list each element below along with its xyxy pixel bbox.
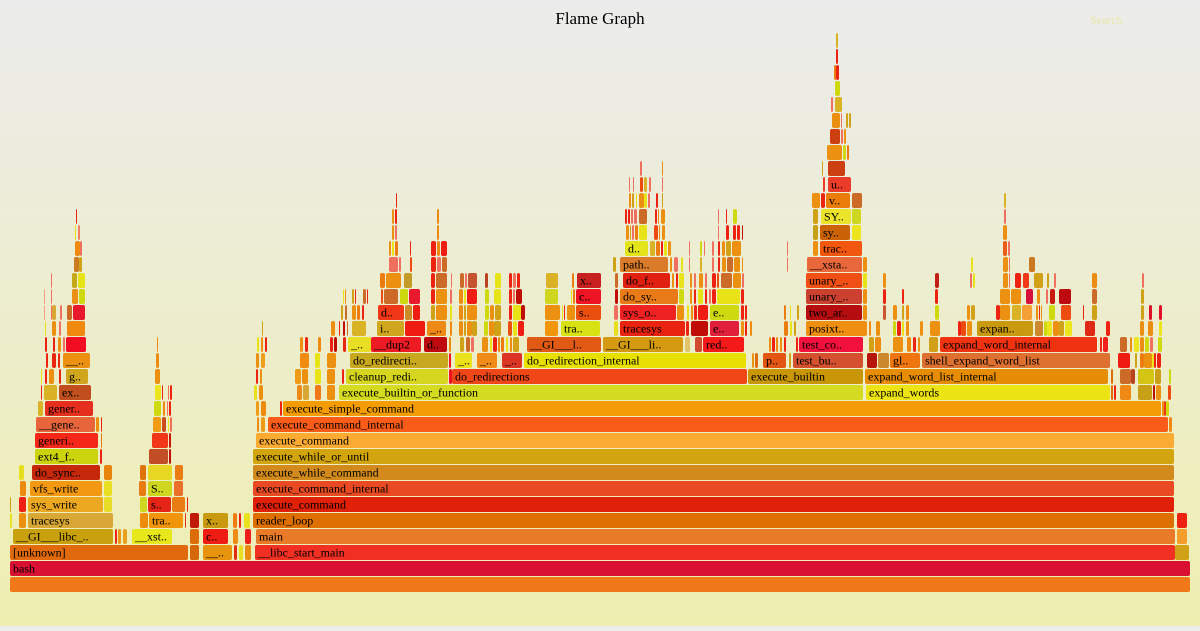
svg-text:_..: _.. — [457, 354, 470, 368]
svg-text:gl..: gl.. — [893, 354, 908, 368]
svg-text:_..: _.. — [504, 354, 517, 368]
svg-text:g..: g.. — [69, 370, 81, 384]
svg-text:execute_command: execute_command — [256, 498, 346, 512]
svg-text:d..: d.. — [381, 306, 393, 320]
svg-text:vfs_write: vfs_write — [33, 482, 78, 496]
svg-text:execute_while_command: execute_while_command — [256, 466, 379, 480]
svg-text:do_f..: do_f.. — [626, 274, 654, 288]
svg-text:x..: x.. — [580, 274, 592, 288]
svg-text:__xsta..: __xsta.. — [809, 258, 847, 272]
svg-text:trac..: trac.. — [823, 242, 847, 256]
svg-text:s..: s.. — [579, 306, 590, 320]
svg-text:__GI___li..: __GI___li.. — [605, 338, 661, 352]
svg-text:_..: _.. — [350, 338, 363, 352]
svg-text:cleanup_redi..: cleanup_redi.. — [349, 370, 417, 384]
svg-text:c..: c.. — [206, 530, 217, 544]
svg-text:execute_while_or_until: execute_while_or_until — [256, 450, 370, 464]
svg-text:tracesys: tracesys — [31, 514, 70, 528]
svg-text:S..: S.. — [151, 482, 164, 496]
svg-text:do_redirection_internal: do_redirection_internal — [527, 354, 640, 368]
svg-text:e..: e.. — [713, 306, 724, 320]
svg-text:tra..: tra.. — [564, 322, 583, 336]
svg-text:__..: __.. — [65, 354, 84, 368]
svg-text:__gene..: __gene.. — [38, 418, 80, 432]
svg-text:sy..: sy.. — [823, 226, 839, 240]
svg-text:red..: red.. — [706, 338, 727, 352]
svg-text:[unknown]: [unknown] — [13, 546, 66, 560]
svg-text:s..: s.. — [151, 498, 162, 512]
svg-text:e..: e.. — [713, 322, 724, 336]
svg-text:tra..: tra.. — [152, 514, 171, 528]
svg-text:ext4_f..: ext4_f.. — [38, 450, 75, 464]
svg-text:do_sy..: do_sy.. — [623, 290, 657, 304]
svg-text:execute_simple_command: execute_simple_command — [286, 402, 414, 416]
svg-text:test_bu..: test_bu.. — [796, 354, 837, 368]
svg-text:bash: bash — [13, 562, 35, 576]
svg-text:i..: i.. — [380, 322, 389, 336]
svg-text:execute_builtin_or_function: execute_builtin_or_function — [342, 386, 478, 400]
svg-text:execute_command: execute_command — [259, 434, 349, 448]
svg-text:do_redirections: do_redirections — [455, 370, 530, 384]
svg-text:x..: x.. — [206, 514, 218, 528]
svg-text:d..: d.. — [427, 338, 439, 352]
svg-text:unary_..: unary_.. — [809, 274, 848, 288]
svg-text:_..: _.. — [429, 322, 442, 336]
svg-text:c..: c.. — [579, 290, 590, 304]
svg-text:Search: Search — [1090, 13, 1123, 27]
svg-text:v..: v.. — [829, 194, 840, 208]
svg-text:Flame Graph: Flame Graph — [555, 9, 645, 28]
svg-text:__dup2: __dup2 — [373, 338, 410, 352]
svg-text:path..: path.. — [623, 258, 650, 272]
svg-text:__..: __.. — [205, 546, 224, 560]
svg-text:gener..: gener.. — [48, 402, 80, 416]
svg-text:sys_o..: sys_o.. — [623, 306, 656, 320]
svg-text:shell_expand_word_list: shell_expand_word_list — [925, 354, 1040, 368]
svg-text:__libc_start_main: __libc_start_main — [257, 546, 345, 560]
svg-text:generi..: generi.. — [38, 434, 74, 448]
svg-text:d..: d.. — [628, 242, 640, 256]
svg-text:do_sync..: do_sync.. — [35, 466, 81, 480]
svg-text:expan..: expan.. — [980, 322, 1015, 336]
svg-text:test_co..: test_co.. — [802, 338, 842, 352]
svg-text:execute_command_internal: execute_command_internal — [256, 482, 389, 496]
svg-text:sys_write: sys_write — [31, 498, 77, 512]
svg-text:expand_word_list_internal: expand_word_list_internal — [868, 370, 997, 384]
svg-text:u..: u.. — [831, 178, 843, 192]
svg-text:do_redirecti..: do_redirecti.. — [353, 354, 417, 368]
svg-text:SY..: SY.. — [824, 210, 844, 224]
svg-text:__GI___libc_..: __GI___libc_.. — [15, 530, 89, 544]
svg-text:execute_builtin: execute_builtin — [751, 370, 825, 384]
svg-text:posixt..: posixt.. — [809, 322, 844, 336]
svg-text:__GI___l..: __GI___l.. — [529, 338, 582, 352]
svg-text:expand_words: expand_words — [869, 386, 939, 400]
svg-text:expand_word_internal: expand_word_internal — [943, 338, 1052, 352]
svg-text:p..: p.. — [766, 354, 778, 368]
svg-text:_..: _.. — [479, 354, 492, 368]
svg-text:ex..: ex.. — [62, 386, 79, 400]
svg-text:main: main — [259, 530, 283, 544]
svg-text:__xst..: __xst.. — [134, 530, 167, 544]
svg-text:unary_..: unary_.. — [809, 290, 848, 304]
svg-text:reader_loop: reader_loop — [256, 514, 313, 528]
svg-text:tracesys: tracesys — [623, 322, 662, 336]
svg-text:two_ar..: two_ar.. — [809, 306, 848, 320]
svg-text:execute_command_internal: execute_command_internal — [271, 418, 404, 432]
